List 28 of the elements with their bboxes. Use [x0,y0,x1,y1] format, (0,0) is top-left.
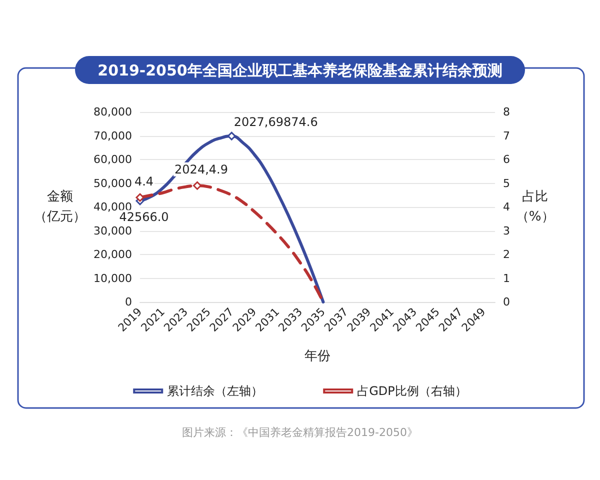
legend-label: 占GDP比例（右轴） [357,384,467,398]
y-tick-label: 80,000 [94,106,132,118]
y-tick-label: 30,000 [94,224,132,238]
data-label: 2024,4.9 [174,162,228,176]
y-axis-title: 金额（亿元） [34,190,86,224]
y2-tick-label: 8 [503,106,510,118]
x-axis-title: 年份 [304,349,330,364]
y2-tick-label: 0 [503,296,510,308]
y2-tick-label: 6 [503,153,510,166]
y-tick-label: 20,000 [94,248,132,261]
y2-tick-label: 2 [503,248,510,261]
y-tick-label: 50,000 [94,176,132,190]
y-tick-label: 10,000 [94,272,132,285]
y2-tick-label: 3 [503,224,510,238]
y2-tick-label: 7 [503,129,510,142]
chart-title: 2019-2050年全国企业职工基本养老保险基金累计结余预测 [98,62,502,80]
y-tick-label: 0 [125,296,132,308]
data-label: 2027,69874.6 [234,115,318,130]
y-tick-label: 60,000 [94,153,132,166]
data-label: 42566.0 [119,210,169,224]
data-label: 4.4 [134,174,154,188]
y-tick-label: 70,000 [94,129,132,142]
text: 图片来源：《中国养老金精算报告2019-2050》 [182,426,418,439]
y2-axis-title: 占比（%） [516,190,554,224]
y2-tick-label: 1 [503,272,510,285]
legend-label: 累计结余（左轴） [167,384,264,398]
y2-tick-label: 5 [503,176,510,190]
y2-tick-label: 4 [503,200,510,214]
